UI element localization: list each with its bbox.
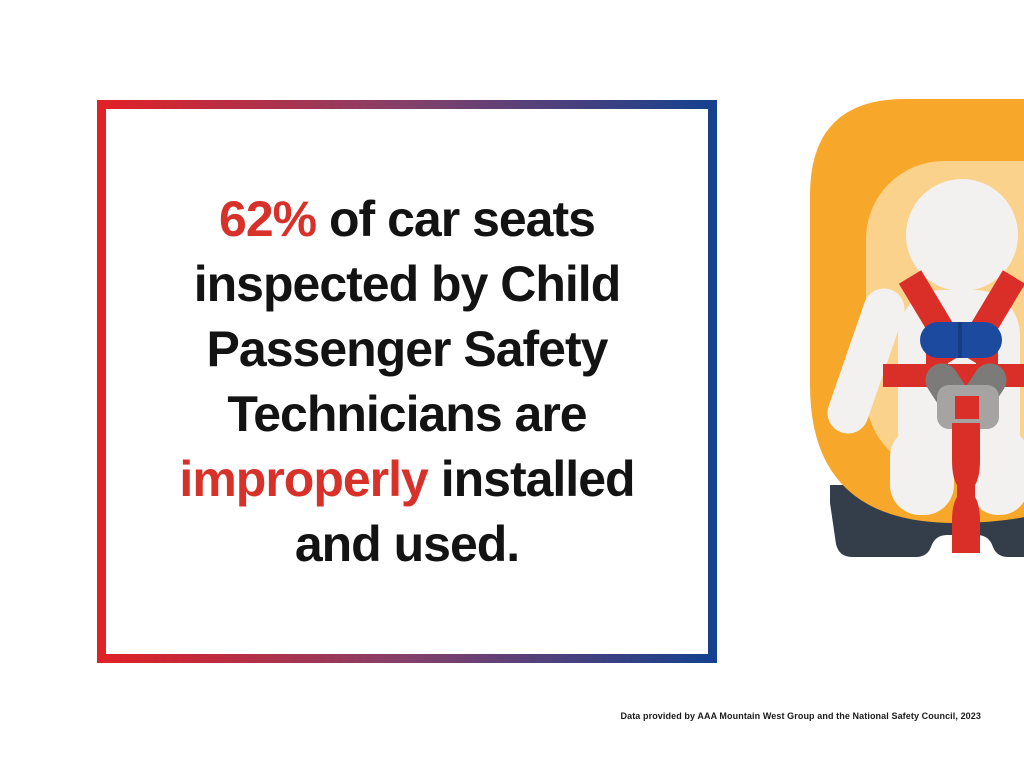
stat-percentage: 62%	[219, 190, 317, 247]
car-seat-illustration	[790, 85, 1024, 565]
chest-clip	[920, 322, 1002, 358]
child-head	[906, 179, 1018, 291]
child-legs	[890, 427, 1024, 515]
stat-headline: 62% of car seats inspected by Child Pass…	[127, 187, 687, 577]
car-seat-svg	[810, 99, 1024, 557]
stat-line-1: 62% of car seats	[219, 190, 596, 247]
attribution-text: Data provided by AAA Mountain West Group…	[620, 711, 981, 721]
stat-card: 62% of car seats inspected by Child Pass…	[97, 100, 717, 663]
harness-buckle	[937, 385, 999, 429]
stat-line-6: and used.	[294, 515, 520, 572]
stat-line-3: Passenger Safety	[206, 320, 609, 377]
stat-line-2: inspected by Child	[193, 255, 622, 312]
child-left-arm	[827, 288, 905, 434]
stat-improperly-word: improperly	[179, 450, 428, 507]
stat-line-4: Technicians are	[227, 385, 587, 442]
stat-line-5: improperly installed	[179, 450, 635, 507]
crotch-strap	[952, 423, 980, 553]
